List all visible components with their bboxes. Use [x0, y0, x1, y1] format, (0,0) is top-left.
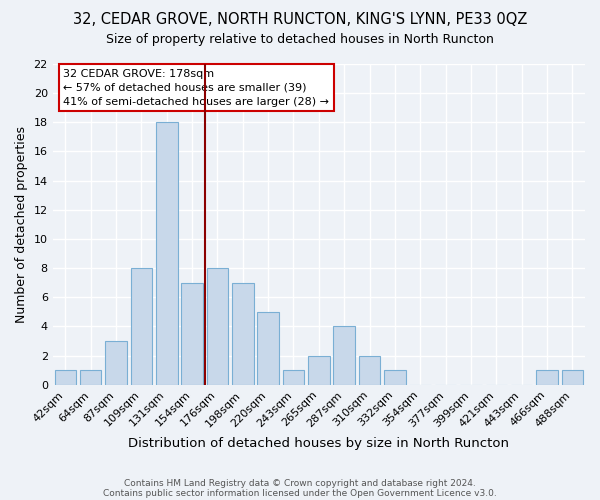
Bar [181, 282, 203, 385]
Text: Contains public sector information licensed under the Open Government Licence v3: Contains public sector information licen… [103, 488, 497, 498]
Bar [308, 356, 329, 385]
Bar [206, 268, 228, 385]
Bar [131, 268, 152, 385]
Bar [257, 312, 279, 385]
Bar [334, 326, 355, 385]
Bar [80, 370, 101, 385]
Bar [384, 370, 406, 385]
Bar [105, 341, 127, 385]
Text: 32, CEDAR GROVE, NORTH RUNCTON, KING'S LYNN, PE33 0QZ: 32, CEDAR GROVE, NORTH RUNCTON, KING'S L… [73, 12, 527, 28]
Bar [283, 370, 304, 385]
X-axis label: Distribution of detached houses by size in North Runcton: Distribution of detached houses by size … [128, 437, 509, 450]
Text: Contains HM Land Registry data © Crown copyright and database right 2024.: Contains HM Land Registry data © Crown c… [124, 478, 476, 488]
Text: 32 CEDAR GROVE: 178sqm
← 57% of detached houses are smaller (39)
41% of semi-det: 32 CEDAR GROVE: 178sqm ← 57% of detached… [64, 69, 329, 107]
Bar [232, 282, 254, 385]
Bar [55, 370, 76, 385]
Bar [359, 356, 380, 385]
Text: Size of property relative to detached houses in North Runcton: Size of property relative to detached ho… [106, 32, 494, 46]
Y-axis label: Number of detached properties: Number of detached properties [15, 126, 28, 323]
Bar [156, 122, 178, 385]
Bar [562, 370, 583, 385]
Bar [536, 370, 558, 385]
